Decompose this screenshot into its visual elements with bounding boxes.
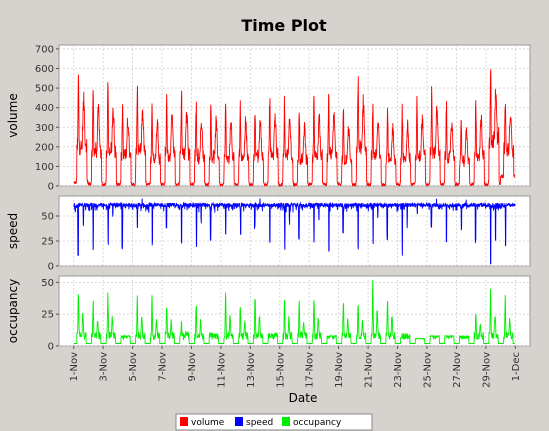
- legend-swatch-occupancy: [282, 417, 290, 426]
- legend-swatch-volume: [180, 417, 188, 426]
- legend-label-occupancy: occupancy: [293, 418, 342, 428]
- x-tick-label: 9-Nov: [187, 352, 198, 382]
- x-tick-label: 17-Nov: [305, 352, 316, 388]
- x-axis-label: Date: [289, 391, 318, 405]
- series-line-volume: [73, 69, 516, 188]
- y-tick-label-volume: 500: [35, 84, 54, 95]
- legend-frame: [175, 413, 373, 431]
- legend-swatch-speed: [235, 417, 243, 426]
- y-tick-label-occupancy: 50: [41, 278, 54, 289]
- x-axis: 1-Nov 3-Nov 5-Nov 7-Nov 9-Nov 11-Nov 13-Nov 15-…: [69, 346, 522, 388]
- x-tick-label: 3-Nov: [99, 352, 110, 382]
- y-tick-label-volume: 400: [35, 103, 54, 114]
- y-axis-label-speed: speed: [6, 213, 20, 249]
- plot-area-volume: [58, 44, 531, 187]
- panel-speed: 0 25 50 speed: [6, 195, 531, 273]
- x-tick-label: 11-Nov: [216, 352, 227, 388]
- x-tick-label: 1-Nov: [69, 352, 80, 382]
- x-tick-label: 23-Nov: [393, 352, 404, 388]
- y-tick-label-volume: 300: [35, 123, 54, 134]
- legend-label-speed: speed: [246, 418, 273, 428]
- panel-volume: 0 100 200 300 400 500 600 700 volume: [6, 44, 531, 193]
- x-tick-label: 13-Nov: [246, 352, 257, 388]
- y-tick-label-volume: 200: [35, 142, 54, 153]
- y-tick-label-speed: 0: [48, 262, 54, 273]
- y-tick-label-speed: 25: [41, 237, 54, 248]
- series-line-speed: [73, 198, 516, 265]
- x-tick-label: 27-Nov: [452, 352, 463, 388]
- x-tick-label: 29-Nov: [481, 352, 492, 388]
- x-tick-label: 1-Dec: [511, 352, 522, 381]
- panel-occupancy: 0 25 50 occupancy: [6, 275, 531, 353]
- x-tick-label: 5-Nov: [128, 352, 139, 382]
- y-tick-label-volume: 600: [35, 64, 54, 75]
- x-tick-label: 19-Nov: [334, 352, 345, 388]
- x-tick-label: 7-Nov: [158, 352, 169, 382]
- y-axis-label-volume: volume: [6, 93, 20, 137]
- y-tick-label-occupancy: 25: [41, 310, 54, 321]
- x-tick-label: 25-Nov: [422, 352, 433, 388]
- legend-label-volume: volume: [191, 418, 225, 428]
- x-tick-label: 15-Nov: [275, 352, 286, 388]
- legend: volume speed occupancy: [175, 413, 373, 431]
- y-tick-label-volume: 100: [35, 162, 54, 173]
- y-tick-label-volume: 700: [35, 44, 54, 55]
- y-axis-label-occupancy: occupancy: [6, 279, 20, 343]
- chart-title: Time Plot: [241, 16, 327, 35]
- x-tick-label: 21-Nov: [364, 352, 375, 388]
- y-tick-label-speed: 50: [41, 212, 54, 223]
- series-line-occupancy: [73, 279, 515, 344]
- y-tick-label-occupancy: 0: [48, 342, 54, 353]
- y-tick-label-volume: 0: [48, 182, 54, 193]
